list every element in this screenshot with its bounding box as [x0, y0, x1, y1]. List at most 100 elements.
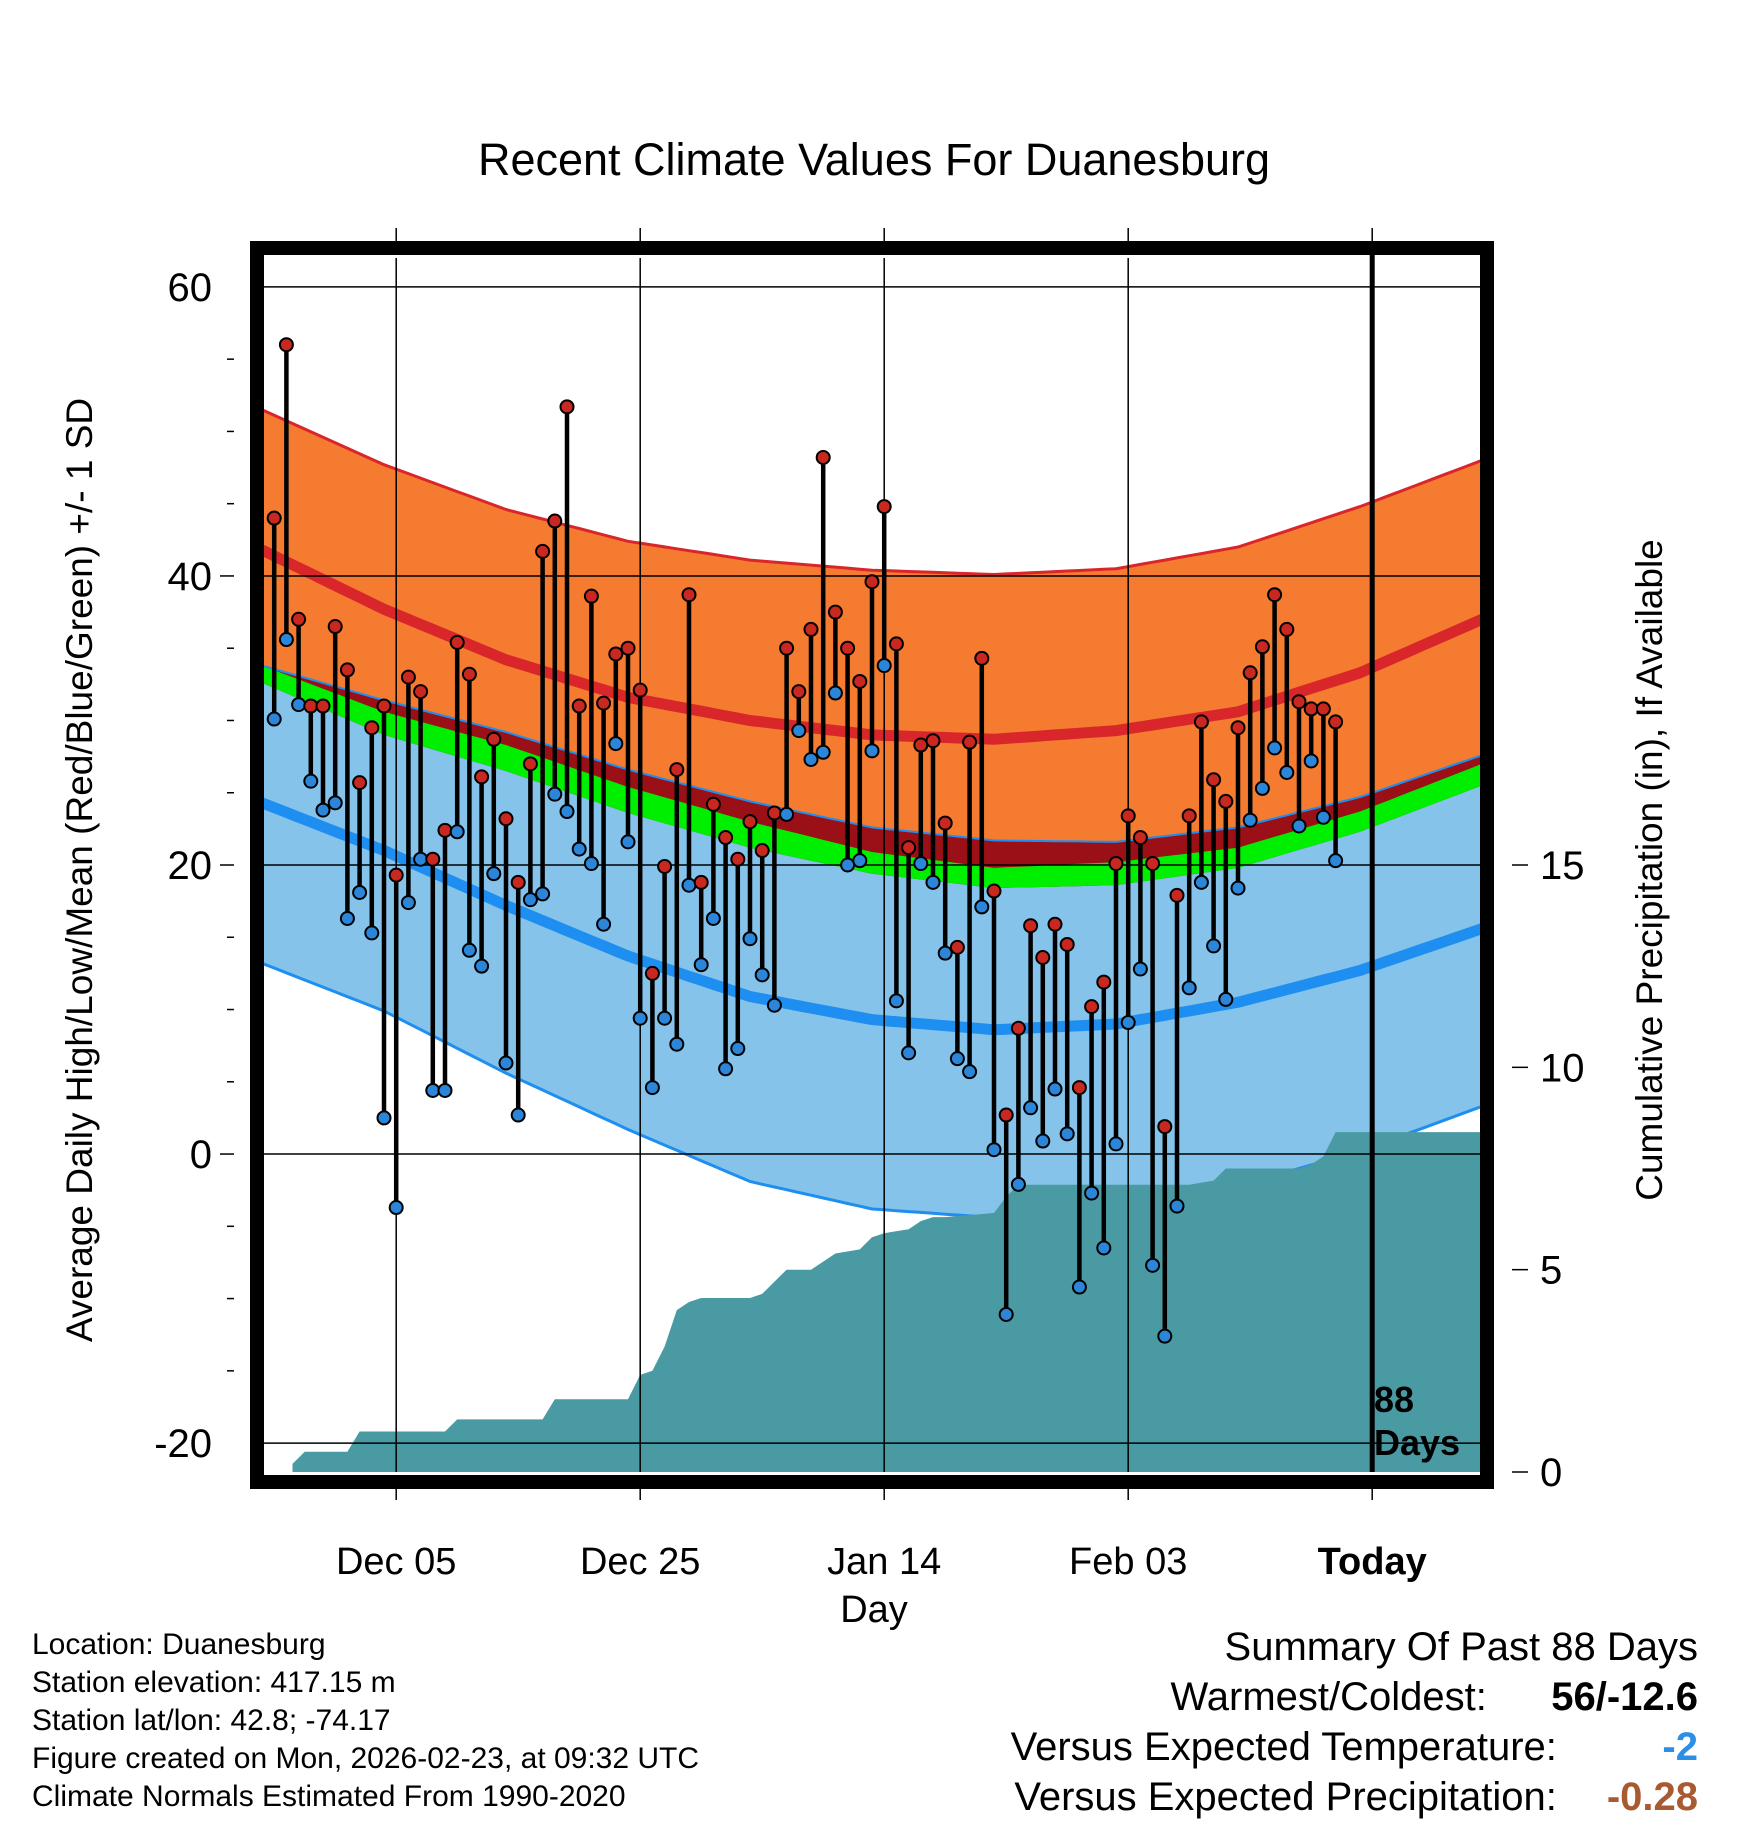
high-point: [974, 650, 990, 666]
low-point: [1193, 874, 1209, 890]
high-point: [620, 640, 636, 656]
latlon-text: Station lat/lon: 42.8; -74.17: [32, 1704, 391, 1737]
high-point: [718, 830, 734, 846]
high-point: [1096, 974, 1112, 990]
high-point: [1023, 918, 1039, 934]
high-point: [1193, 714, 1209, 730]
high-point: [449, 634, 465, 650]
low-point: [303, 773, 319, 789]
low-point: [498, 1055, 514, 1071]
elevation-text: Station elevation: 417.15 m: [32, 1666, 396, 1699]
low-point: [522, 892, 538, 908]
low-point: [327, 795, 343, 811]
days-unit-label: Days: [1374, 1422, 1460, 1463]
low-point: [266, 711, 282, 727]
low-point: [620, 834, 636, 850]
high-point: [376, 698, 392, 714]
days-count-label: 88: [1374, 1379, 1414, 1420]
low-point: [705, 910, 721, 926]
low-point: [913, 856, 929, 872]
low-point: [583, 856, 599, 872]
low-point: [1108, 1136, 1124, 1152]
high-lower-edge: [261, 664, 1483, 843]
high-point: [315, 698, 331, 714]
low-point: [352, 884, 368, 900]
high-point: [327, 619, 343, 635]
high-point: [596, 695, 612, 711]
high-upper-edge: [261, 408, 1483, 577]
low-point: [901, 1045, 917, 1061]
high-point: [815, 449, 831, 465]
high-point: [278, 337, 294, 353]
high-point: [840, 640, 856, 656]
high-point: [1279, 621, 1295, 637]
y2-tick-label: 10: [1540, 1046, 1585, 1090]
high-point: [1120, 808, 1136, 824]
low-point: [876, 658, 892, 674]
low-point: [693, 957, 709, 973]
high-point: [1181, 808, 1197, 824]
low-point: [864, 743, 880, 759]
low-point: [571, 841, 587, 857]
high-point: [1315, 701, 1331, 717]
plot-frame: [250, 241, 1494, 1489]
low-point: [1047, 1081, 1063, 1097]
low-point: [986, 1142, 1002, 1158]
low-point: [974, 899, 990, 915]
low-point: [962, 1064, 978, 1080]
high-point: [1071, 1080, 1087, 1096]
low-point: [1035, 1133, 1051, 1149]
low-point: [608, 736, 624, 752]
high-point: [425, 851, 441, 867]
warm-cold-value: 56/-12.6: [1551, 1675, 1698, 1719]
low-point: [364, 925, 380, 941]
high-point: [1035, 949, 1051, 965]
low-point: [1120, 1015, 1136, 1031]
high-point: [791, 684, 807, 700]
low-point: [1059, 1126, 1075, 1142]
high-point: [1047, 916, 1063, 932]
y2-tick-label: 15: [1540, 844, 1585, 888]
y2-tick-label: 5: [1540, 1249, 1562, 1293]
low-point: [888, 993, 904, 1009]
low-point: [815, 744, 831, 760]
location-text: Location: Duanesburg: [32, 1628, 326, 1661]
high-point: [1157, 1119, 1173, 1135]
chart-title: Recent Climate Values For Duanesburg: [478, 134, 1270, 185]
frame-border: [250, 241, 1494, 1489]
high-point: [693, 874, 709, 890]
low-point: [535, 886, 551, 902]
high-point: [535, 543, 551, 559]
high-point: [803, 621, 819, 637]
summary-temp-row: Versus Expected Temperature: -2: [878, 1722, 1698, 1772]
y-tick-label: 0: [190, 1133, 212, 1177]
low-point: [925, 874, 941, 890]
high-point: [1230, 720, 1246, 736]
low-point: [413, 851, 429, 867]
high-point: [925, 733, 941, 749]
created-text: Figure created on Mon, 2026-02-23, at 09…: [32, 1742, 700, 1775]
high-point: [1010, 1020, 1026, 1036]
high-point: [413, 684, 429, 700]
low-point: [449, 824, 465, 840]
high-point: [1267, 587, 1283, 603]
low-point: [632, 1010, 648, 1026]
daily-points: [266, 337, 1344, 1344]
low-point: [1279, 765, 1295, 781]
high-point: [559, 399, 575, 415]
high-point: [1132, 830, 1148, 846]
high-point: [1059, 936, 1075, 952]
high-point: [913, 737, 929, 753]
high-point: [1291, 694, 1307, 710]
low-point: [718, 1061, 734, 1077]
high-point: [901, 840, 917, 856]
high-point: [681, 587, 697, 603]
low-point: [400, 895, 416, 911]
axes: -20 0 20 40 60 0 5 10 15 Dec 05 Dec 25 Jan 14 Feb 03…: [154, 228, 1585, 1583]
high-point: [1169, 887, 1185, 903]
normals-period-text: Climate Normals Estimated From 1990-2020: [32, 1780, 626, 1813]
high-point: [571, 698, 587, 714]
high-point: [937, 815, 953, 831]
high-point: [1108, 856, 1124, 872]
